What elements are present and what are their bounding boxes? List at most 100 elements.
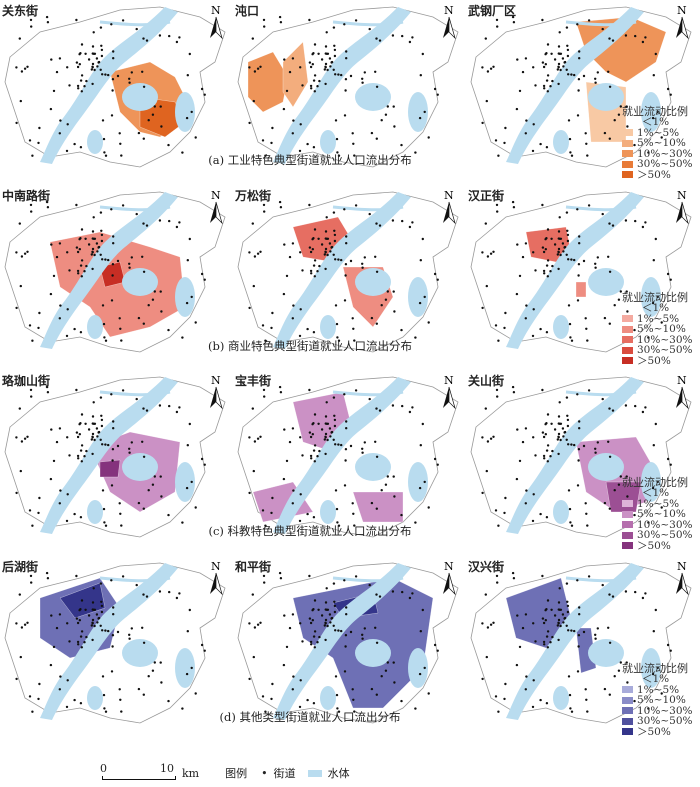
street-point <box>333 54 337 58</box>
street-point <box>363 256 366 259</box>
yangtze-river <box>273 192 411 349</box>
street-point <box>92 422 96 425</box>
street-point <box>531 334 535 338</box>
street-point <box>19 99 22 103</box>
legend-swatch <box>622 510 633 518</box>
lake <box>641 92 661 132</box>
street-point <box>121 389 125 392</box>
street-point <box>186 444 189 447</box>
street-point <box>351 132 354 135</box>
street-point <box>153 661 156 664</box>
street-point <box>337 154 341 157</box>
north-arrow-icon: N <box>438 374 460 410</box>
street-point <box>532 679 535 682</box>
legend-item: 5%~10% <box>622 509 700 520</box>
street-point <box>561 57 565 60</box>
street-point <box>20 440 24 443</box>
street-point <box>562 250 565 253</box>
street-point <box>344 459 347 462</box>
street-point <box>549 455 552 458</box>
street-point <box>99 26 103 29</box>
street-point <box>145 39 149 42</box>
street-point <box>625 661 628 664</box>
street-point <box>263 581 266 584</box>
street-point <box>20 626 24 629</box>
street-point <box>539 142 542 146</box>
legend-item: 1%~5% <box>622 127 700 139</box>
street-point <box>545 146 549 149</box>
legend-swatch <box>622 315 633 323</box>
street-point <box>101 629 104 632</box>
street-point <box>153 105 156 108</box>
north-label: N <box>444 189 454 202</box>
street-point <box>46 206 50 209</box>
street-point <box>29 203 33 207</box>
street-point <box>666 457 670 461</box>
street-point <box>111 645 114 648</box>
street-point <box>400 513 403 517</box>
street-point <box>158 590 162 593</box>
street-point <box>325 422 328 425</box>
street-point <box>52 274 56 278</box>
legend-item: 1%~5% <box>622 684 700 696</box>
street-point <box>582 444 586 448</box>
street-point <box>496 25 499 28</box>
street-point <box>352 142 355 145</box>
street-point <box>557 45 561 48</box>
street-point <box>337 443 340 446</box>
street-point <box>312 449 316 452</box>
street-point <box>352 698 355 701</box>
street-point <box>147 119 150 122</box>
street-point <box>512 206 516 209</box>
street-point <box>59 119 62 122</box>
street-point <box>137 131 141 135</box>
yangtze-river <box>40 563 178 720</box>
street-point <box>99 438 102 441</box>
river <box>332 205 404 212</box>
street-point <box>298 334 302 338</box>
legend-item: 10%~30% <box>622 148 700 160</box>
street-point <box>103 336 106 339</box>
street-point <box>38 126 41 130</box>
street-point <box>153 475 156 478</box>
street-point <box>119 512 122 515</box>
street-point <box>559 68 562 72</box>
street-point <box>78 619 82 622</box>
lake <box>320 130 336 154</box>
street-point <box>361 266 364 269</box>
street-point <box>50 428 53 431</box>
street-point <box>330 616 334 620</box>
street-point <box>634 34 637 38</box>
street-point <box>550 52 553 55</box>
street-point <box>128 633 131 636</box>
street-point <box>343 208 346 211</box>
street-point <box>308 617 312 620</box>
east-lake <box>122 639 158 667</box>
street-point <box>77 643 80 646</box>
street-point <box>292 119 295 122</box>
street-point <box>578 50 581 53</box>
street-point <box>278 571 282 575</box>
street-point <box>80 90 84 93</box>
street-point <box>325 401 328 404</box>
street-point <box>107 73 110 77</box>
street-point <box>542 435 546 439</box>
street-point <box>532 123 535 126</box>
street-point <box>312 635 316 638</box>
street-point <box>312 264 316 267</box>
street-point <box>31 154 34 157</box>
street-point <box>261 139 265 142</box>
street-point <box>91 82 94 86</box>
street-point <box>65 519 69 523</box>
street-point <box>200 643 204 647</box>
street-point <box>299 436 302 439</box>
street-point <box>336 707 339 710</box>
street-point <box>37 697 40 701</box>
street-point <box>414 707 417 710</box>
street-point <box>511 15 515 19</box>
street-point <box>542 84 546 88</box>
street-point <box>251 222 254 225</box>
street-point <box>557 638 560 642</box>
street-point <box>603 687 607 691</box>
street-point <box>178 406 181 409</box>
